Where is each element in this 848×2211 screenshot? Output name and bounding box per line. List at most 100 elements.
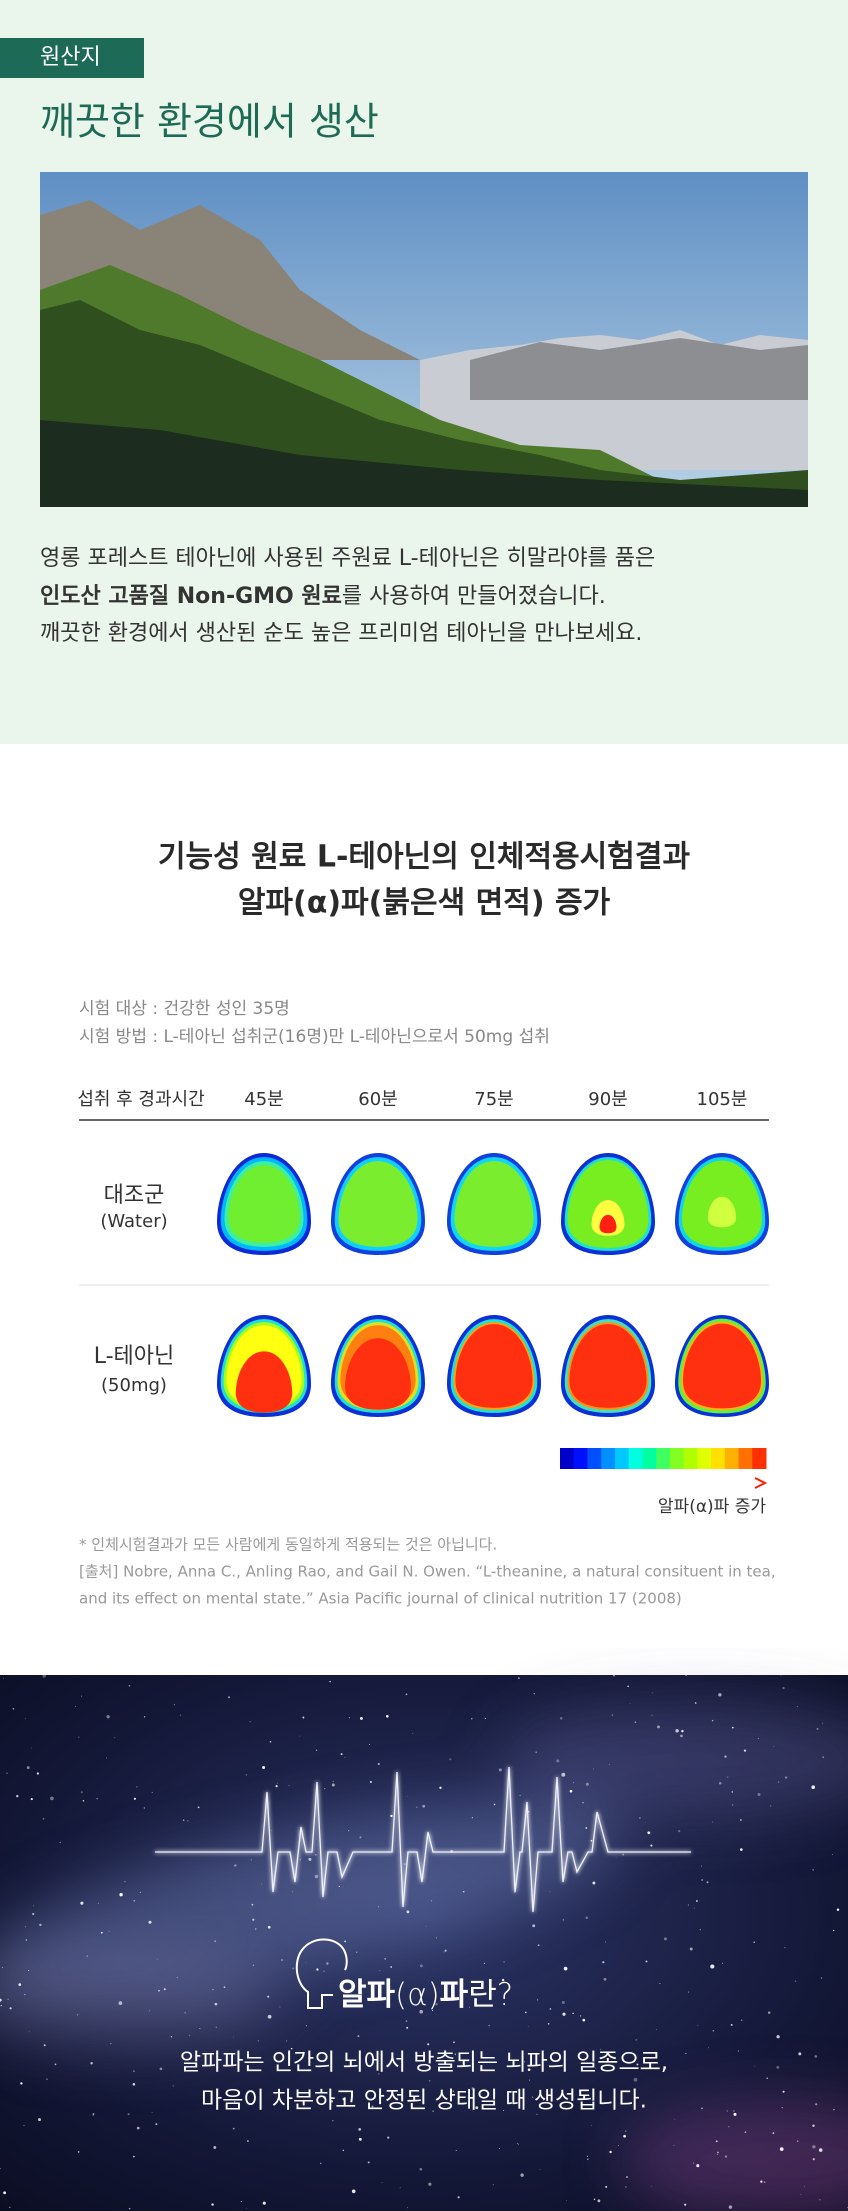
star: [108, 1931, 110, 1932]
star: [712, 2030, 715, 2032]
row-sub: (50mg): [101, 1375, 167, 1396]
star: [247, 2140, 249, 2142]
star: [50, 1796, 54, 1801]
star: [252, 1918, 255, 1921]
brain-map: [675, 1153, 769, 1255]
origin-desc: 영롱 포레스트 테아닌에 사용된 주원료 L-테아닌은 히말라야를 품은: [40, 546, 655, 571]
star: [143, 1807, 145, 1809]
tag-box: [0, 38, 144, 78]
star: [694, 1702, 697, 1704]
star: [784, 1947, 786, 1949]
star: [516, 2143, 518, 2145]
star: [3, 1677, 4, 1679]
star: [114, 1737, 116, 1739]
star: [96, 1798, 98, 1800]
star: [251, 1903, 254, 1906]
star: [493, 1803, 496, 1806]
star: [639, 1817, 641, 1819]
star: [820, 1977, 823, 1979]
star: [636, 2063, 639, 2066]
alpha-desc: 알파파는 인간의 뇌에서 방출되는 뇌파의 일종으로,: [180, 2050, 668, 2076]
scale-label: 알파(α)파 증가: [658, 1497, 766, 1517]
star: [288, 1785, 290, 1787]
star: [760, 2180, 763, 2183]
star: [812, 2145, 816, 2149]
star: [28, 2030, 30, 2032]
star: [179, 1714, 181, 1716]
star: [292, 1891, 294, 1893]
star: [110, 2043, 112, 2045]
star: [7, 1998, 9, 2001]
star: [561, 1772, 566, 1777]
star: [377, 1762, 380, 1766]
star: [582, 1801, 584, 1804]
star: [188, 2034, 191, 2037]
star: [730, 2023, 733, 2026]
star: [215, 2026, 217, 2028]
scale-arrowhead: [754, 1477, 768, 1489]
star: [399, 2187, 401, 2189]
star: [403, 1863, 406, 1866]
star: [136, 2126, 140, 2130]
brain-layer: [599, 1214, 617, 1234]
star: [503, 1961, 505, 1963]
row-name: 대조군: [104, 1183, 165, 1208]
star: [378, 2073, 380, 2075]
star: [435, 2002, 438, 2006]
star: [732, 1726, 734, 1729]
star: [728, 2205, 733, 2209]
star: [332, 1780, 334, 1782]
star: [462, 1890, 465, 1893]
star: [407, 2207, 409, 2209]
star: [149, 2010, 151, 2012]
star: [9, 2206, 11, 2209]
star: [701, 1879, 703, 1881]
star: [731, 1791, 733, 1793]
star: [741, 2019, 743, 2021]
star: [214, 1940, 216, 1942]
star: [562, 2012, 566, 2016]
scale-swatch: [711, 1448, 726, 1469]
star: [739, 1819, 742, 1821]
star: [627, 1685, 629, 1687]
star: [151, 2111, 153, 2114]
star: [675, 1729, 679, 1733]
star: [431, 2010, 434, 2012]
star: [267, 1995, 270, 1998]
star: [657, 1725, 660, 1729]
study-title: 기능성 원료 L-테아닌의 인체적용시험결과: [158, 840, 691, 875]
star: [214, 2002, 218, 2006]
star: [514, 1891, 516, 1893]
star: [308, 1857, 312, 1861]
star: [539, 2168, 541, 2170]
brain-map: [331, 1315, 425, 1417]
origin-desc-bold: 인도산 고품질 Non-GMO 원료: [40, 584, 342, 609]
star: [331, 1783, 335, 1787]
star: [711, 1719, 714, 1722]
star: [784, 1776, 788, 1779]
star: [795, 1980, 797, 1982]
star: [80, 1901, 84, 1905]
star: [812, 2158, 815, 2161]
star: [697, 2024, 699, 2026]
star: [706, 1881, 709, 1884]
star: [90, 2061, 93, 2065]
star: [549, 2008, 552, 2010]
star: [252, 1964, 255, 1966]
star: [766, 2077, 768, 2079]
star: [454, 2053, 457, 2055]
star: [687, 1991, 690, 1993]
footnote: * 인체시험결과가 모든 사람에게 동일하게 적용되는 것은 아닙니다.: [79, 1536, 497, 1554]
scale-swatch: [697, 1448, 712, 1469]
star: [359, 1716, 363, 1720]
star: [155, 2123, 158, 2126]
star: [176, 1977, 178, 1978]
star: [484, 1717, 486, 1719]
star: [187, 1820, 189, 1822]
star: [46, 2078, 48, 2081]
star: [605, 2185, 608, 2188]
star: [718, 1693, 722, 1697]
star: [24, 1994, 26, 1996]
star: [378, 1906, 380, 1908]
